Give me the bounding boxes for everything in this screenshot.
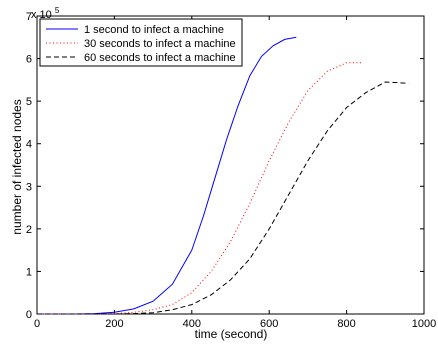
legend-label-2: 30 seconds to infect a machine bbox=[84, 38, 236, 50]
x-tick-label: 800 bbox=[337, 318, 355, 330]
tick-labels: 0 200 400 600 800 1000 0 1 2 3 4 5 6 7 bbox=[26, 11, 436, 330]
y-exponent-power: 5 bbox=[55, 6, 60, 15]
y-tick-label: 2 bbox=[26, 224, 32, 236]
y-tick-label: 4 bbox=[26, 139, 32, 151]
y-exponent-label: x 10 5 bbox=[31, 6, 60, 21]
y-tick-label: 5 bbox=[26, 96, 32, 108]
y-axis-label: number of infected nodes bbox=[10, 99, 24, 234]
y-tick-label: 1 bbox=[26, 266, 32, 278]
y-tick-label: 0 bbox=[26, 309, 32, 321]
series-line-1 bbox=[37, 36, 297, 315]
x-tick-label: 400 bbox=[183, 318, 201, 330]
x-tick-label: 600 bbox=[260, 318, 278, 330]
legend-label-3: 60 seconds to infect a machine bbox=[84, 52, 236, 64]
y-exponent-base: x 10 bbox=[31, 9, 52, 21]
y-tick-label: 3 bbox=[26, 181, 32, 193]
legend-label-1: 1 second to infect a machine bbox=[84, 24, 224, 36]
x-tick-label: 1000 bbox=[412, 318, 436, 330]
x-tick-label: 0 bbox=[34, 318, 40, 330]
y-tick-label: 6 bbox=[26, 54, 32, 66]
plot-frame bbox=[36, 15, 425, 315]
series-line-2 bbox=[37, 62, 363, 315]
series-line-3 bbox=[37, 81, 409, 315]
y-tick-label: 7 bbox=[26, 11, 32, 23]
legend: 1 second to infect a machine 30 seconds t… bbox=[39, 18, 243, 67]
x-tick-label: 200 bbox=[105, 318, 123, 330]
plot-series bbox=[37, 36, 409, 315]
legend-box bbox=[39, 18, 243, 67]
x-axis-label: time (second) bbox=[195, 327, 268, 341]
